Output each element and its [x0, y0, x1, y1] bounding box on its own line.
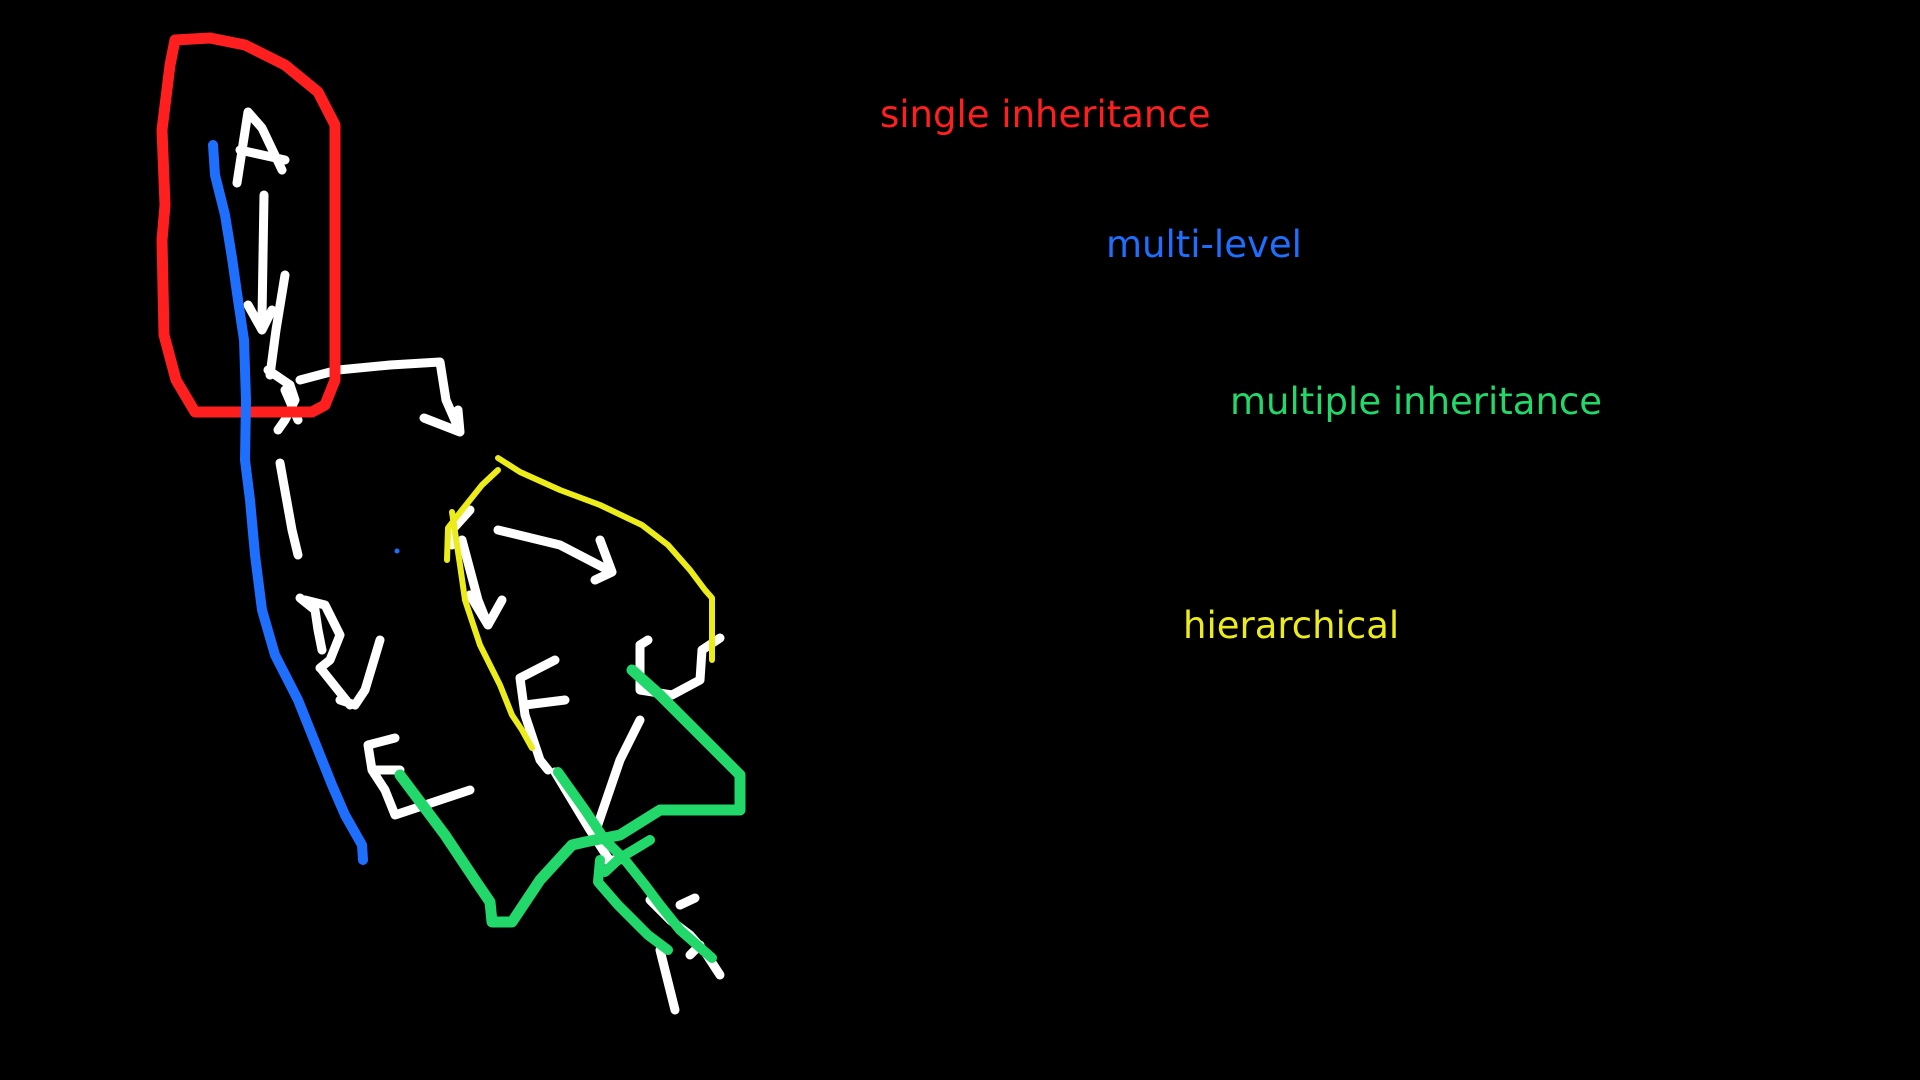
- arrow-b-to-d: [275, 458, 303, 560]
- node-e-letter: [363, 733, 475, 820]
- node-a-letter: [232, 107, 290, 188]
- legend-multi-level: multi-level: [1106, 223, 1302, 266]
- multi-level-line: [208, 140, 368, 865]
- legend-multiple-inheritance: multiple inheritance: [1230, 380, 1603, 423]
- multiple-inheritance-strokes: [553, 767, 717, 963]
- single-inheritance-outline: [156, 32, 341, 418]
- multiple-inheritance-outline: [394, 664, 746, 928]
- node-g-letter: [635, 633, 725, 700]
- letters: [232, 107, 725, 1015]
- legend-hierarchical: hierarchical: [1183, 604, 1400, 647]
- arrow-c-to-g: [493, 525, 617, 585]
- arrow-d-to-e: [317, 635, 385, 710]
- stray-dot: [394, 548, 400, 554]
- hierarchical-outline: [444, 455, 715, 751]
- arrow-a-to-b: [243, 190, 277, 335]
- arrow-c-to-f: [457, 535, 507, 630]
- legend-single-inheritance: single inheritance: [880, 93, 1211, 136]
- node-f-letter: [515, 655, 570, 775]
- arrow-g-to-h: [591, 715, 645, 835]
- node-d-letter: [295, 593, 345, 673]
